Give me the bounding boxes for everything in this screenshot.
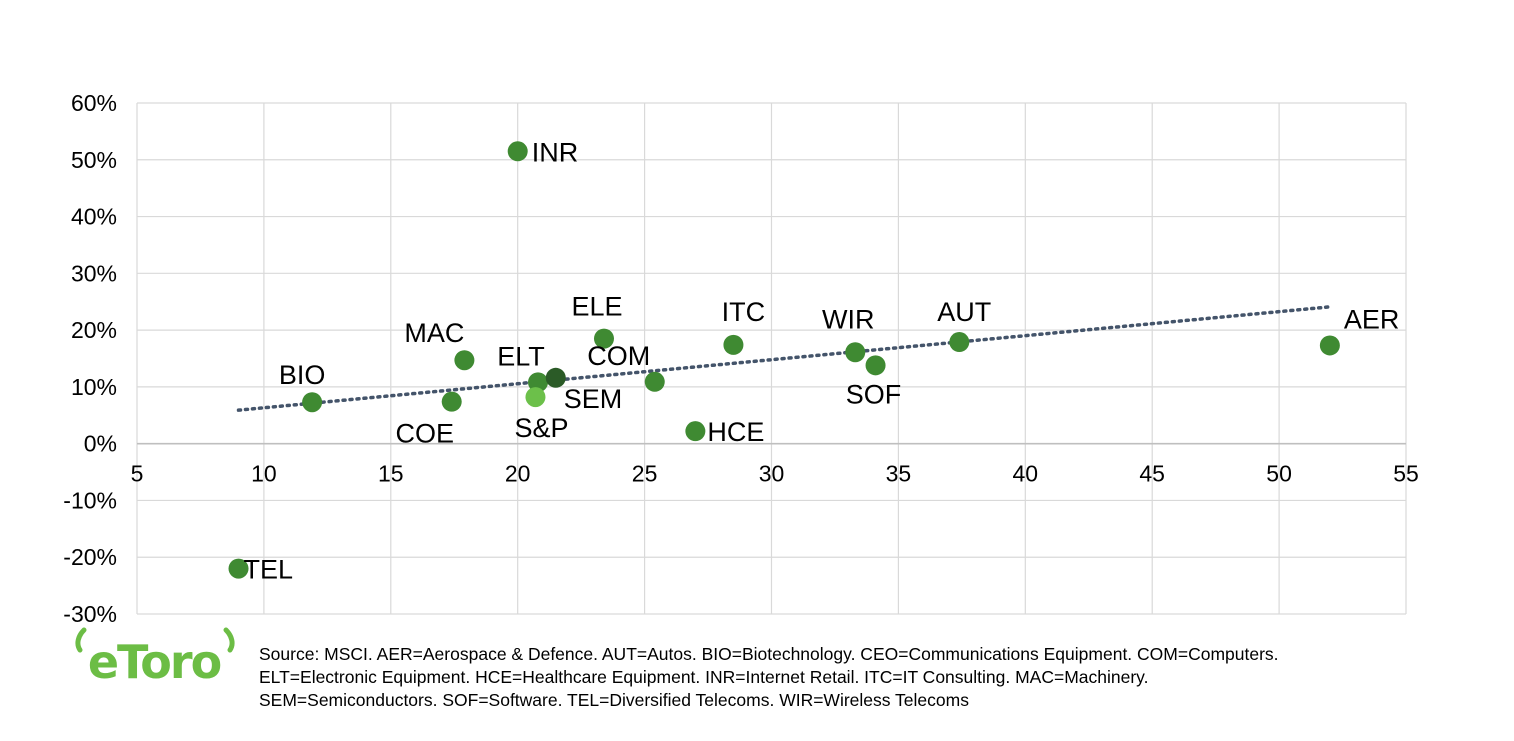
y-axis-ticks: 60% 50% 40% 30% 20% 10% 0% -10% -20% -30% bbox=[63, 90, 117, 627]
data-point bbox=[723, 334, 744, 355]
trendline bbox=[236, 305, 1332, 412]
x-tick-label: 25 bbox=[632, 461, 658, 487]
x-tick-label: 5 bbox=[131, 461, 144, 487]
data-point bbox=[228, 558, 249, 579]
point-label: COE bbox=[395, 419, 454, 449]
point-label: AUT bbox=[937, 297, 991, 327]
x-tick-label: 40 bbox=[1013, 461, 1039, 487]
x-tick-label: 15 bbox=[378, 461, 404, 487]
data-point bbox=[545, 367, 566, 388]
y-tick-label: -20% bbox=[63, 544, 117, 570]
point-label: INR bbox=[532, 137, 579, 167]
point-label: HCE bbox=[707, 417, 764, 447]
y-tick-label: 30% bbox=[71, 260, 117, 286]
y-tick-label: -30% bbox=[63, 601, 117, 627]
y-tick-label: 60% bbox=[71, 90, 117, 116]
data-point bbox=[685, 421, 706, 442]
x-tick-label: 35 bbox=[886, 461, 912, 487]
y-tick-label: 20% bbox=[71, 317, 117, 343]
point-label: ITC bbox=[722, 297, 766, 327]
data-point bbox=[593, 328, 614, 349]
scatter-chart: 60% 50% 40% 30% 20% 10% 0% -10% -20% -30% 5 10 15 20… bbox=[63, 90, 1419, 627]
grid bbox=[136, 102, 1407, 615]
source-line: ELT=Electronic Equipment. HCE=Healthcare… bbox=[259, 667, 1149, 687]
source-note: Source: MSCI. AER=Aerospace & Defence. A… bbox=[259, 643, 1479, 712]
source-line: SEM=Semiconductors. SOF=Software. TEL=Di… bbox=[259, 690, 969, 710]
x-tick-label: 50 bbox=[1266, 461, 1292, 487]
point-label: SEM bbox=[564, 384, 623, 414]
x-axis-ticks: 5 10 15 20 25 30 35 40 45 50 55 bbox=[131, 461, 1419, 487]
x-tick-label: 20 bbox=[505, 461, 531, 487]
x-tick-label: 45 bbox=[1139, 461, 1165, 487]
point-label: ELT bbox=[497, 341, 545, 371]
x-tick-label: 55 bbox=[1393, 461, 1419, 487]
data-point bbox=[525, 387, 546, 408]
data-point bbox=[454, 350, 475, 371]
etoro-logo: eToro bbox=[70, 626, 240, 689]
point-label: MAC bbox=[404, 318, 464, 348]
data-point bbox=[302, 392, 323, 413]
data-point bbox=[949, 332, 970, 353]
point-label: AER bbox=[1344, 304, 1400, 334]
point-label: COM bbox=[587, 341, 650, 371]
svg-text:eToro: eToro bbox=[88, 635, 221, 688]
data-point bbox=[644, 371, 665, 392]
data-point bbox=[441, 391, 462, 412]
x-tick-label: 10 bbox=[251, 461, 277, 487]
point-labels: INR BIO MAC COE ELT S&P ELE COM HCE ITC WIR SOF AUT A… bbox=[244, 137, 1400, 584]
point-label: ELE bbox=[571, 292, 622, 322]
point-label: S&P bbox=[514, 413, 568, 443]
data-points bbox=[228, 141, 1340, 579]
data-point bbox=[1319, 335, 1340, 356]
point-label: BIO bbox=[279, 360, 326, 390]
point-label: WIR bbox=[822, 304, 874, 334]
data-point bbox=[845, 342, 866, 363]
y-tick-label: 0% bbox=[84, 431, 117, 457]
data-point bbox=[528, 372, 549, 393]
y-tick-label: 40% bbox=[71, 204, 117, 230]
x-tick-label: 30 bbox=[759, 461, 785, 487]
y-tick-label: -10% bbox=[63, 487, 117, 513]
point-label: TEL bbox=[244, 555, 294, 585]
y-tick-label: 50% bbox=[71, 147, 117, 173]
data-point bbox=[865, 355, 886, 376]
source-line: Source: MSCI. AER=Aerospace & Defence. A… bbox=[259, 644, 1279, 664]
y-tick-label: 10% bbox=[71, 374, 117, 400]
data-point bbox=[507, 141, 528, 162]
point-label: SOF bbox=[846, 379, 902, 409]
